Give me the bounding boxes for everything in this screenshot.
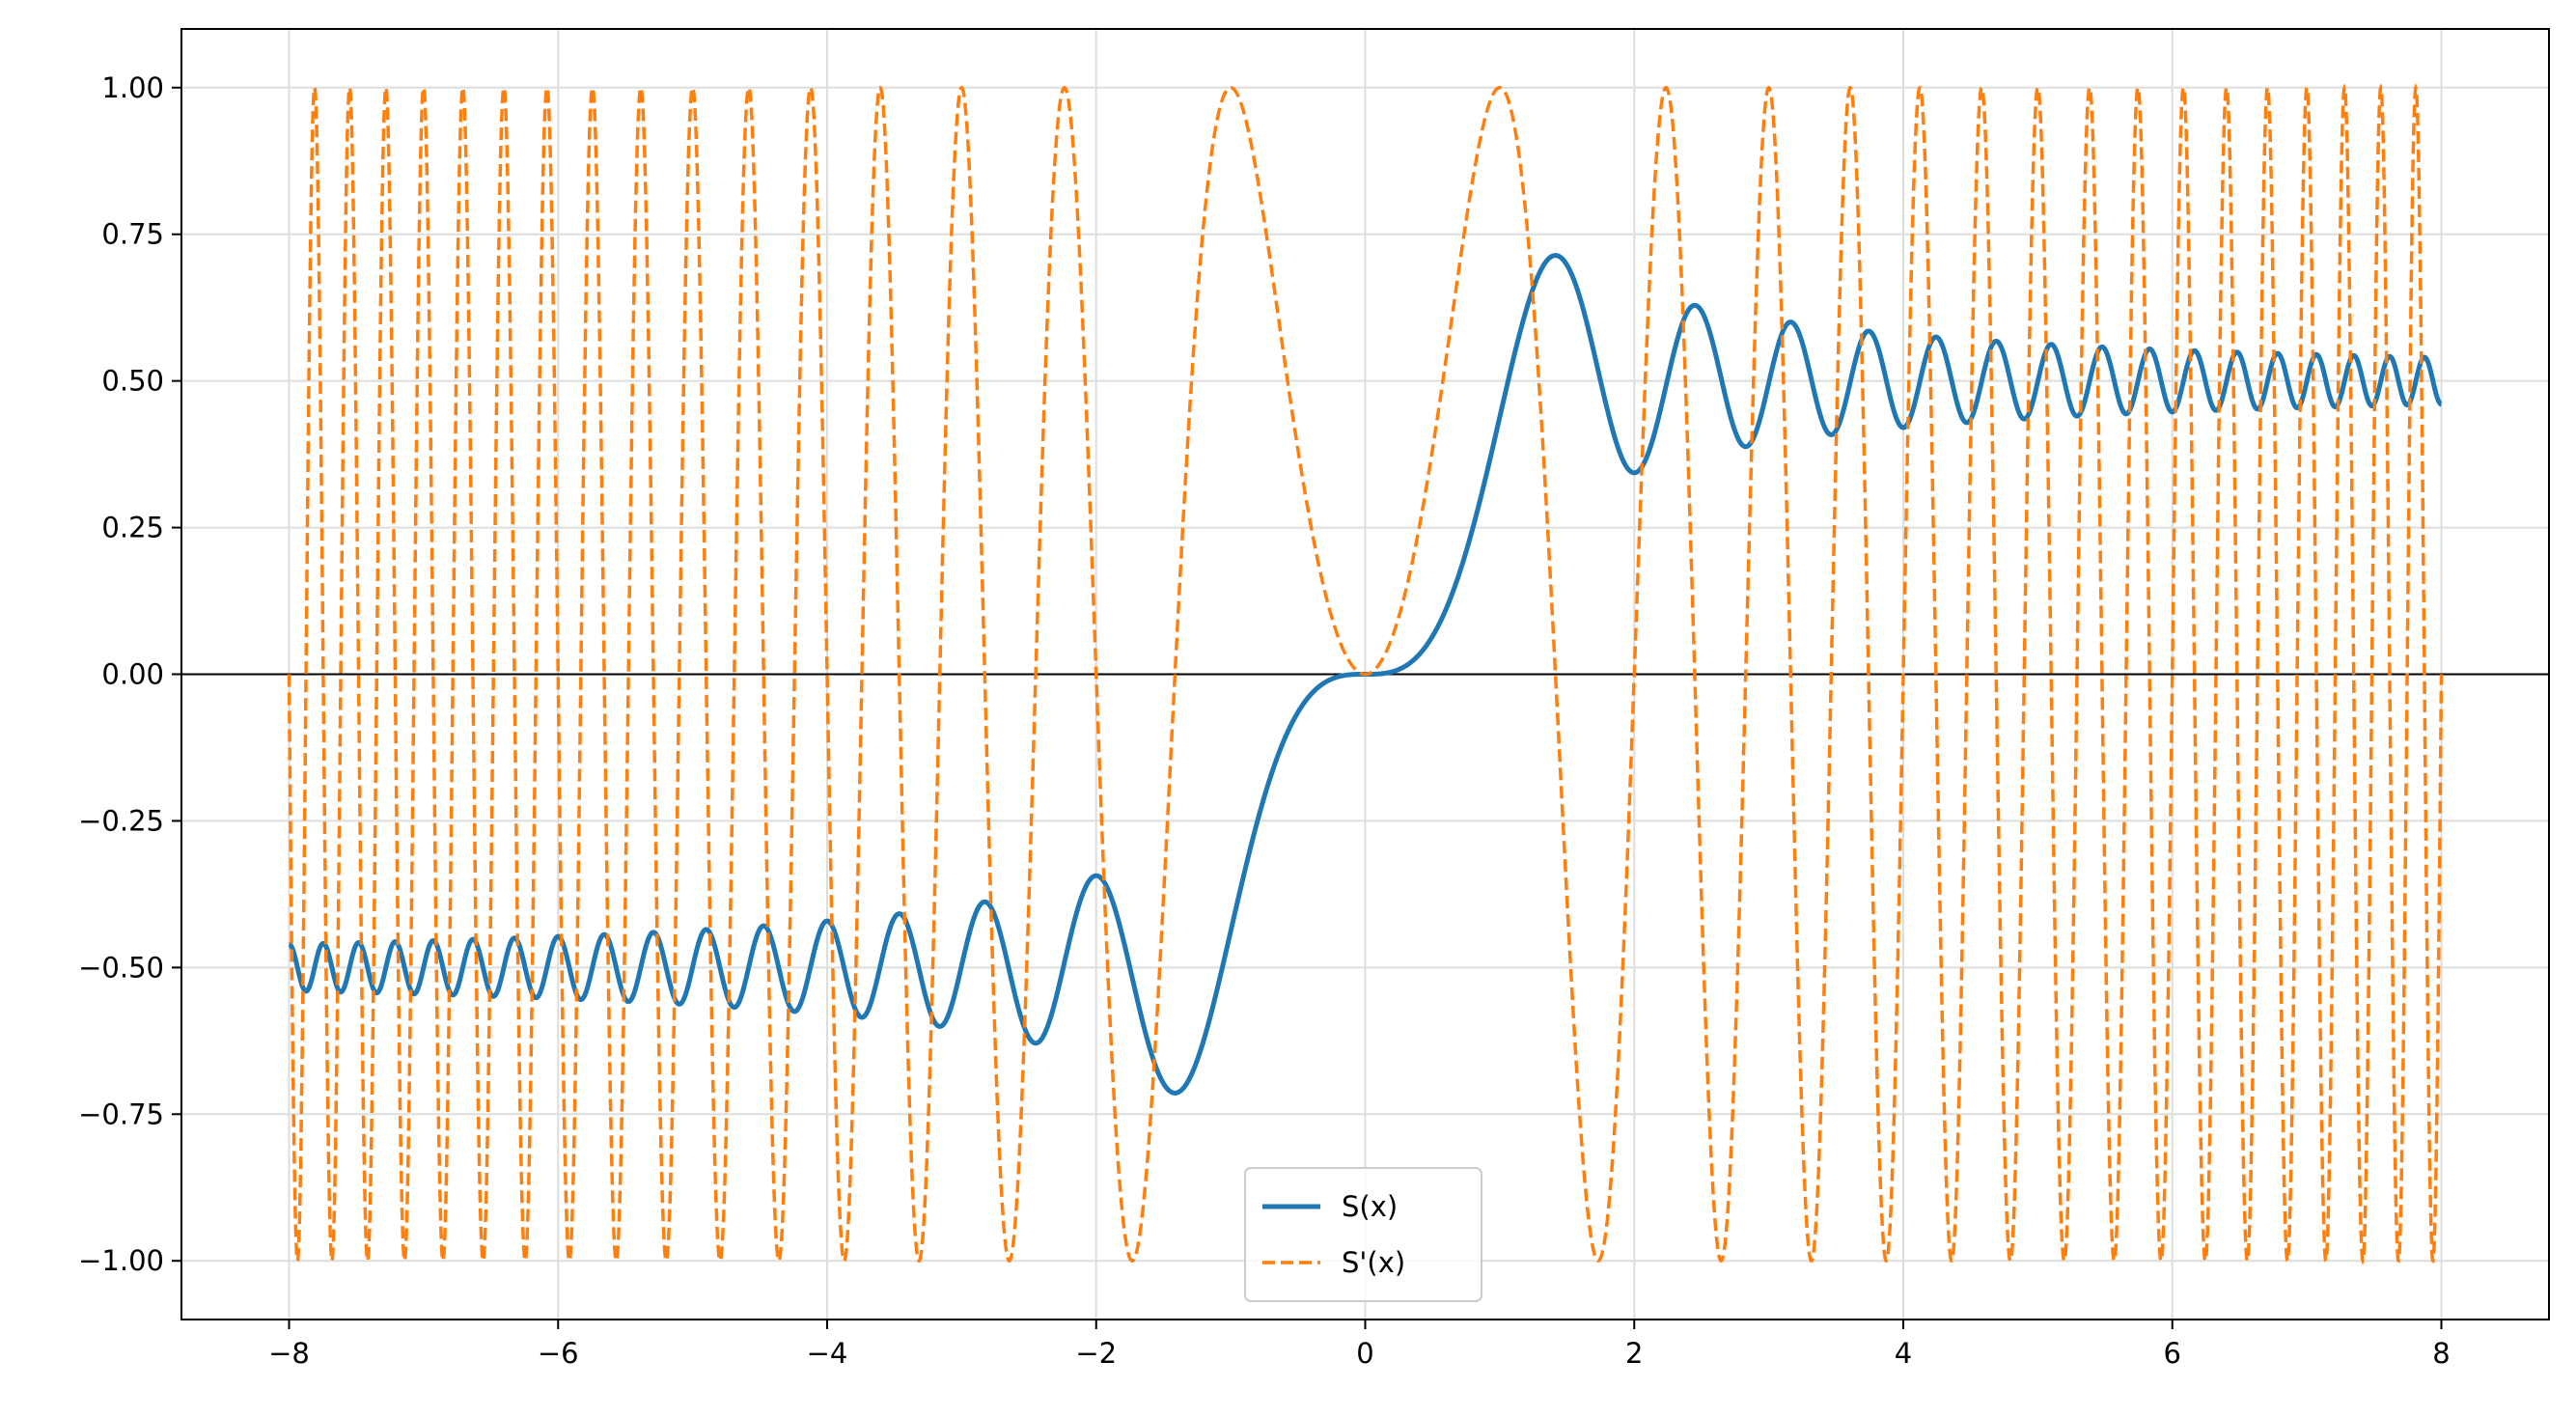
y-tick-label: 0.75 <box>101 218 164 251</box>
y-axis: −1.00 −0.75 −0.50 −0.25 0.00 0.25 0.50 0.75 1.00 <box>78 71 181 1277</box>
x-tick-label: −4 <box>807 1337 848 1370</box>
y-tick-label: 1.00 <box>101 71 164 104</box>
legend-label-S-prime: S'(x) <box>1342 1246 1405 1279</box>
y-tick-label: −0.25 <box>78 804 164 837</box>
x-tick-label: −6 <box>538 1337 579 1370</box>
y-tick-label: −0.50 <box>78 951 164 984</box>
y-tick-label: 0.50 <box>101 365 164 398</box>
y-tick-label: −1.00 <box>78 1244 164 1277</box>
x-tick-label: −8 <box>268 1337 310 1370</box>
legend-box <box>1244 1167 1482 1302</box>
y-tick-label: 0.00 <box>101 658 164 691</box>
y-tick-label: −0.75 <box>78 1097 164 1130</box>
x-tick-label: 8 <box>2432 1337 2450 1370</box>
legend-label-S: S(x) <box>1342 1190 1398 1223</box>
x-tick-label: 0 <box>1356 1337 1373 1370</box>
y-tick-label: 0.25 <box>101 512 164 544</box>
x-axis: −8 −6 −4 −2 0 2 4 6 8 <box>268 1320 2451 1370</box>
x-tick-label: 6 <box>2164 1337 2181 1370</box>
series-line-S-prime <box>287 83 2444 1265</box>
legend: S(x) S'(x) <box>1244 1167 1482 1302</box>
x-tick-label: 4 <box>1895 1337 1912 1370</box>
x-tick-label: 2 <box>1625 1337 1643 1370</box>
x-tick-label: −2 <box>1075 1337 1117 1370</box>
